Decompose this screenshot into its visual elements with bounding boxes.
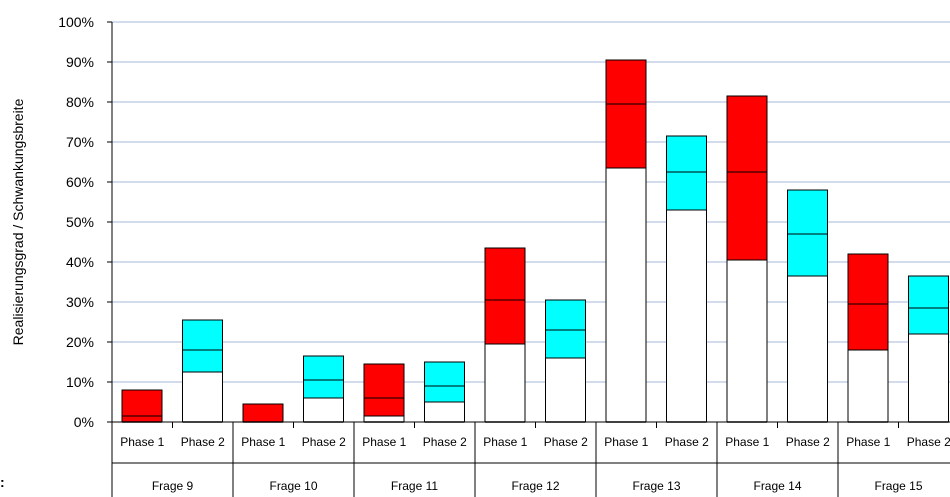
phase-label: Phase 1: [483, 435, 527, 449]
phase-label: Phase 2: [907, 435, 950, 449]
bar-range: [605, 59, 647, 169]
phase-label: Phase 1: [362, 435, 406, 449]
bar-base: [847, 349, 889, 423]
bar-range: [484, 247, 526, 345]
group-label: Frage 11: [391, 479, 438, 493]
y-tick-label: 30%: [66, 294, 94, 310]
bar-base: [484, 343, 526, 423]
bars: [121, 59, 949, 423]
phase-label: Phase 1: [120, 435, 164, 449]
y-tick-label: 10%: [66, 374, 94, 390]
gridlines: [112, 21, 950, 383]
phase-label: Phase 2: [786, 435, 830, 449]
bar-base: [545, 357, 586, 423]
phase-label: Phase 1: [725, 435, 769, 449]
bar-range: [121, 389, 163, 423]
phase-label: Phase 2: [544, 435, 588, 449]
bar-range: [363, 363, 405, 417]
bar-range: [303, 355, 344, 399]
stray-label: :: [0, 474, 5, 490]
y-tick-label: 100%: [58, 14, 94, 30]
y-tick-label: 20%: [66, 334, 94, 350]
bar-base: [908, 333, 949, 423]
y-tick-label: 90%: [66, 54, 94, 70]
bar-range: [666, 135, 707, 211]
phase-label: Phase 1: [846, 435, 890, 449]
bar-range: [545, 299, 586, 359]
bar-base: [303, 397, 344, 423]
y-tick-label: 80%: [66, 94, 94, 110]
phase-label: Phase 2: [423, 435, 467, 449]
bar-base: [363, 415, 405, 423]
axes: [107, 21, 950, 497]
y-tick-label: 50%: [66, 214, 94, 230]
y-axis-label: Realisierungsgrad / Schwankungsbreite: [10, 98, 26, 345]
y-tick-label: 0%: [74, 414, 94, 430]
bar-range: [787, 189, 828, 277]
y-tick-label: 60%: [66, 174, 94, 190]
phase-label: Phase 2: [181, 435, 225, 449]
bar-range: [424, 361, 465, 403]
phase-label: Phase 1: [604, 435, 648, 449]
phase-label: Phase 2: [302, 435, 346, 449]
y-tick-label: 70%: [66, 134, 94, 150]
bar-range: [726, 95, 768, 261]
group-label: Frage 10: [269, 479, 317, 493]
bar-base: [605, 167, 647, 423]
bar-base: [787, 275, 828, 423]
labels: 0% 10% 20% 30% 40% 50% 60% 70% 80% 90% 100% Phase 1…: [58, 14, 950, 493]
phase-label: Phase 2: [665, 435, 709, 449]
bar-base: [666, 209, 707, 423]
phase-label: Phase 1: [241, 435, 285, 449]
y-tick-label: 40%: [66, 254, 94, 270]
group-label: Frage 9: [152, 479, 194, 493]
group-label: Frage 14: [753, 479, 801, 493]
bar-base: [726, 259, 768, 423]
bar-range: [847, 253, 889, 351]
group-label: Frage 12: [511, 479, 559, 493]
group-label: Frage 15: [874, 479, 922, 493]
bar-range: [242, 403, 284, 423]
bar-range: [908, 275, 949, 335]
bar-range: [182, 319, 223, 373]
bar-base: [424, 401, 465, 423]
bar-base: [182, 371, 223, 423]
group-label: Frage 13: [632, 479, 680, 493]
